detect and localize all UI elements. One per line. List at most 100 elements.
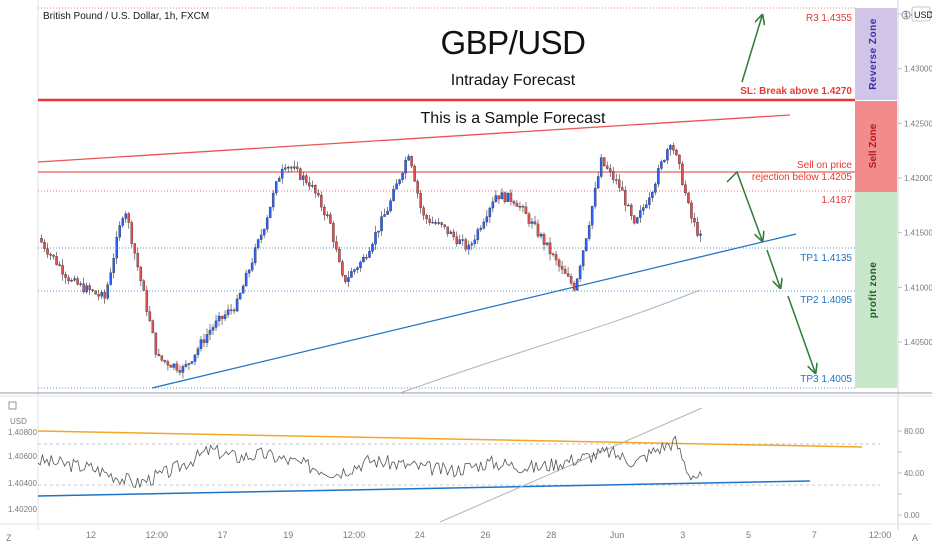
candle: [296, 161, 299, 172]
candle: [145, 285, 149, 317]
candle: [530, 217, 534, 229]
candle: [446, 226, 449, 237]
candle: [40, 234, 43, 243]
candle: [133, 242, 137, 260]
candle: [596, 172, 600, 190]
candle: [64, 271, 67, 284]
candle: [467, 240, 471, 255]
candle: [67, 274, 70, 285]
candle: [630, 203, 633, 221]
candle: [79, 281, 82, 287]
candle: [211, 324, 215, 335]
time-tick-label: 12:00: [869, 530, 892, 540]
osc-label-2: 1.40600: [8, 452, 37, 461]
frame: [0, 0, 932, 530]
candle: [169, 364, 173, 368]
candle: [127, 211, 131, 229]
candle: [605, 161, 609, 170]
candle: [633, 215, 636, 225]
r3-label: R3 1.4355: [806, 13, 853, 24]
candle: [115, 231, 118, 264]
candle: [55, 252, 58, 266]
candles: [40, 142, 702, 379]
candle: [76, 276, 79, 286]
sell-zone-label: Sell Zone: [868, 123, 879, 168]
candle: [151, 319, 155, 334]
candle: [283, 164, 287, 172]
candle: [494, 190, 498, 203]
candle: [675, 148, 678, 156]
candle: [365, 253, 368, 261]
candle: [229, 304, 233, 315]
sell-label-line2: rejection below 1.4205: [752, 172, 853, 183]
currency-label[interactable]: USD: [914, 10, 932, 20]
candle: [693, 212, 696, 227]
candle: [554, 250, 558, 266]
candle: [329, 212, 332, 224]
candle: [52, 254, 55, 260]
candle: [106, 281, 109, 301]
price-axis: 1.435001.430001.425001.420001.415001.410…: [898, 10, 932, 347]
candle: [277, 175, 281, 182]
candle: [223, 310, 227, 322]
candle: [217, 311, 221, 327]
forecast-arrow-up: [741, 16, 762, 83]
candle: [416, 179, 419, 199]
price-tick-label: 1.40500: [904, 338, 932, 347]
candle: [332, 220, 335, 248]
time-tick-label: 28: [546, 530, 556, 540]
candle: [362, 253, 365, 263]
candle: [666, 147, 669, 165]
oscillator-pane: USD 1.40800 1.40600 1.40400 1.40200 80.0…: [8, 401, 925, 523]
candle: [314, 184, 317, 198]
candle: [572, 280, 576, 292]
time-tick-label: 19: [283, 530, 293, 540]
candle: [166, 359, 170, 371]
candle: [377, 230, 380, 238]
osc-label-4: 1.40200: [8, 505, 37, 514]
chart-subtitle: Intraday Forecast: [451, 72, 576, 89]
candle: [587, 221, 591, 241]
candle: [690, 200, 693, 224]
candle: [599, 154, 603, 179]
candle: [136, 247, 140, 271]
candle: [512, 199, 516, 207]
candle: [672, 142, 675, 155]
candle: [268, 206, 272, 219]
tp1-label: TP1 1.4135: [800, 253, 852, 264]
price-tick-label: 1.42000: [904, 174, 932, 183]
reverse-zone: [855, 8, 897, 100]
candle: [458, 234, 462, 245]
bottom-right-a[interactable]: A: [912, 533, 918, 543]
profit-zone: [855, 192, 897, 388]
candle: [566, 267, 570, 278]
rsi-line: [37, 435, 703, 489]
time-tick-label: 12: [86, 530, 96, 540]
candle: [317, 189, 320, 198]
candle: [518, 201, 522, 212]
candle: [506, 192, 510, 202]
candle: [190, 361, 194, 365]
candle: [280, 164, 284, 184]
candle: [419, 189, 422, 214]
oscillator-icon-box: [8, 401, 17, 410]
price-tick-label: 1.43000: [904, 65, 932, 74]
candle: [43, 239, 46, 252]
sample-note: This is a Sample Forecast: [421, 110, 607, 127]
candle: [359, 260, 362, 272]
candle: [91, 288, 94, 293]
candle: [611, 166, 615, 184]
candle: [618, 174, 621, 193]
time-axis: 12 12:00 17 19 12:00 24 26 28 Jun 3 5 7 12:00: [86, 530, 891, 540]
candle: [687, 191, 690, 205]
candle: [590, 205, 594, 230]
candle: [368, 247, 371, 259]
candle: [61, 259, 64, 281]
candle: [338, 246, 341, 263]
bottom-left-z[interactable]: Z: [6, 533, 12, 543]
candle: [323, 204, 326, 221]
time-tick-label: 26: [480, 530, 490, 540]
candle: [250, 258, 254, 273]
candle: [320, 191, 323, 211]
